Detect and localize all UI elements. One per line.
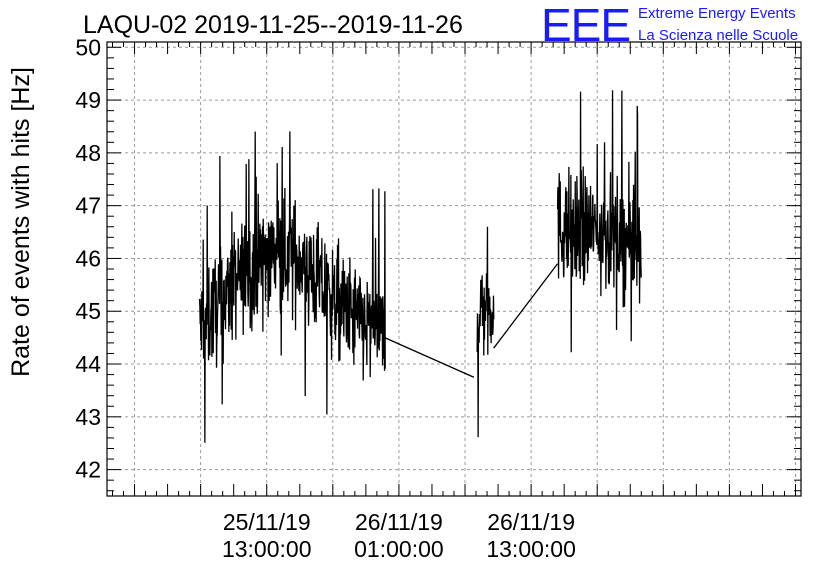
series-gap-connector-2 (493, 263, 559, 349)
y-tick-label: 48 (75, 140, 101, 166)
plot-frame (106, 41, 802, 497)
grid (107, 42, 801, 496)
x-tick-label-date: 26/11/19 (355, 509, 443, 535)
chart-title: LAQU-02 2019-11-25--2019-11-26 (83, 11, 463, 39)
series-segment-3 (556, 90, 642, 353)
y-tick-label: 47 (75, 193, 101, 219)
series-segment-2 (476, 226, 495, 438)
x-tick-label-time: 01:00:00 (354, 536, 444, 562)
y-tick-label: 50 (75, 34, 101, 60)
logo-line1: Extreme Energy Events (638, 5, 796, 22)
y-tick-label: 42 (75, 457, 101, 483)
y-tick-label: 43 (75, 404, 101, 430)
x-tick-label-date: 25/11/19 (223, 509, 311, 535)
x-tick-label-time: 13:00:00 (486, 536, 576, 562)
y-tick-label: 44 (75, 351, 101, 377)
y-axis-label: Rate of events with hits [Hz] (7, 67, 35, 377)
y-tick-label: 46 (75, 245, 101, 271)
y-tick-label: 45 (75, 298, 101, 324)
x-tick-label-time: 13:00:00 (222, 536, 312, 562)
x-tick-label-date: 26/11/19 (487, 509, 575, 535)
logo-line2: La Scienza nelle Scuole (638, 27, 798, 44)
series-gap-connector-1 (384, 337, 475, 378)
eee-logo: EEE Extreme Energy Events La Scienza nel… (541, 0, 798, 51)
tick-labels: 42434445464748495025/11/1913:00:0026/11/… (75, 34, 575, 562)
series-line (198, 90, 642, 443)
axis-ticks (107, 42, 801, 496)
y-tick-label: 49 (75, 87, 101, 113)
series-segment-1 (198, 131, 386, 443)
logo-mark: EEE (541, 0, 630, 51)
